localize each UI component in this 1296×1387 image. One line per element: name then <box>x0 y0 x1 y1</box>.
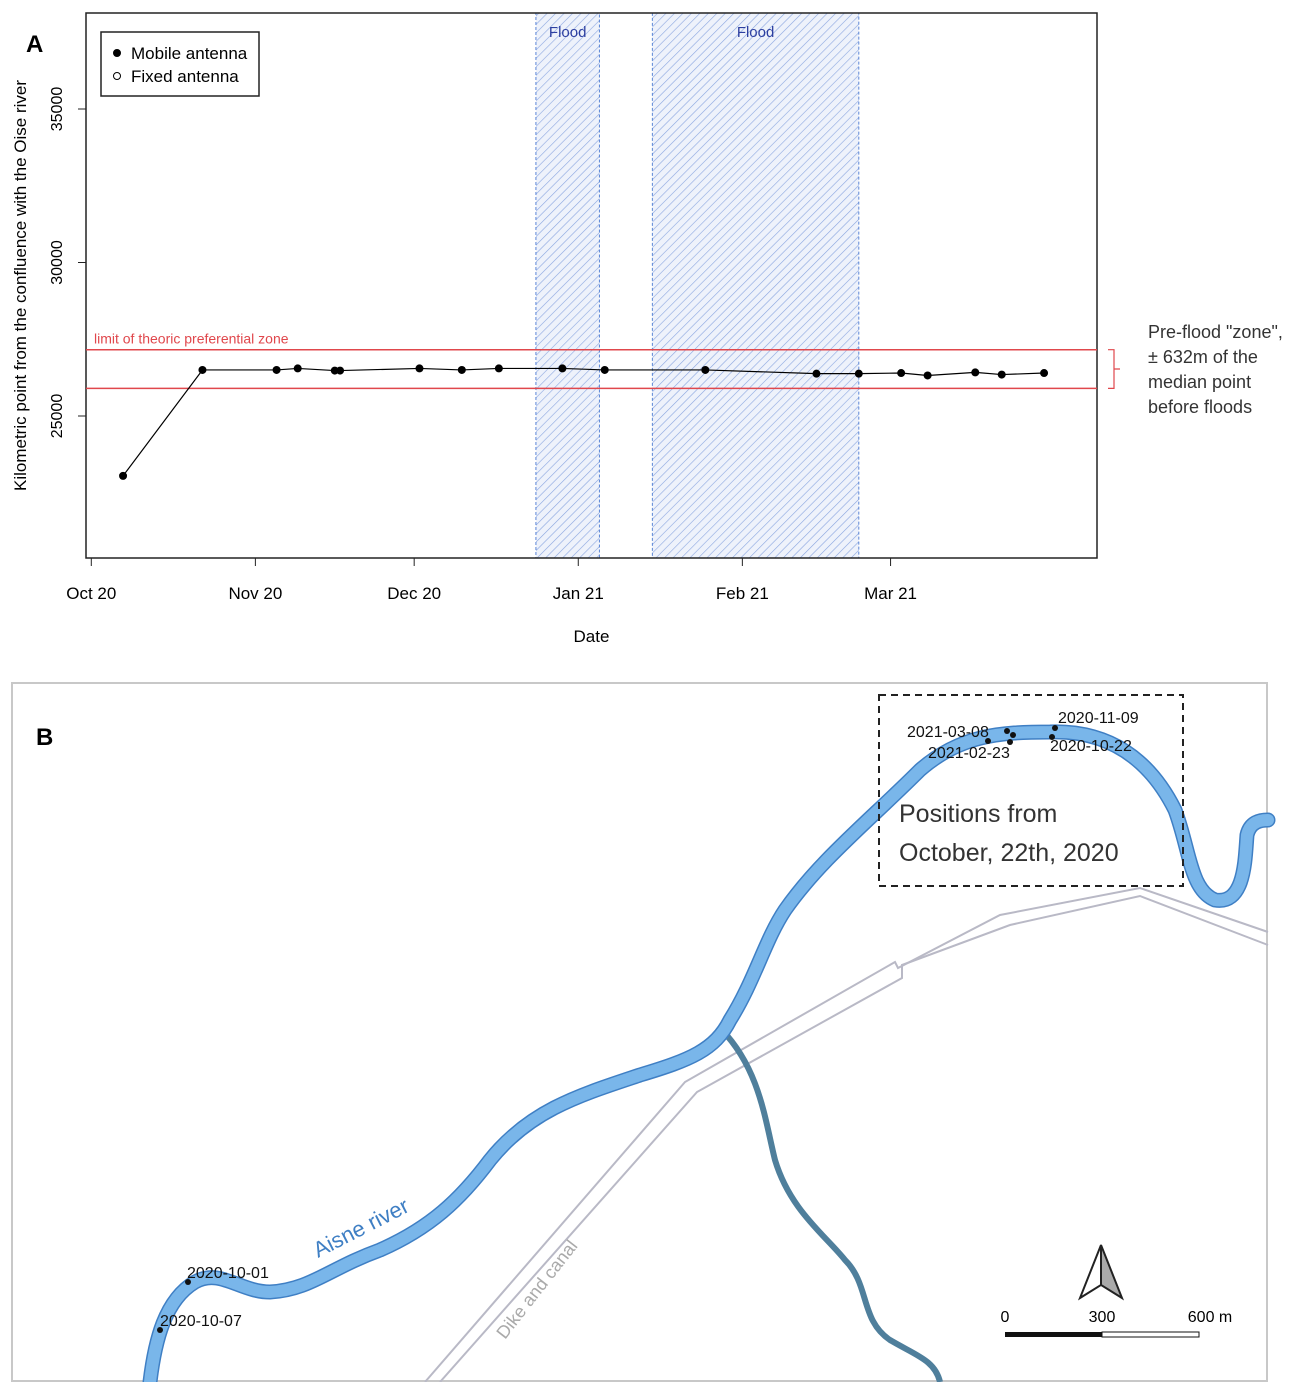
data-point <box>701 365 710 374</box>
plot-frame <box>85 12 1098 559</box>
flood-label: Flood <box>737 24 775 41</box>
scale-label: 600 m <box>1188 1309 1232 1326</box>
point-label: 2020-10-07 <box>160 1313 242 1330</box>
data-point <box>119 471 128 480</box>
x-axis-title: Date <box>574 627 610 646</box>
legend-label: Fixed antenna <box>131 67 239 86</box>
panel-label: B <box>36 724 53 751</box>
data-point <box>272 365 281 374</box>
data-point <box>293 364 302 373</box>
point-label: 2020-11-09 <box>1058 710 1139 727</box>
data-point <box>1040 369 1049 378</box>
scale-label: 300 <box>1089 1309 1116 1326</box>
data-point <box>923 371 932 380</box>
flood-band <box>535 12 600 559</box>
data-point <box>971 368 980 377</box>
x-tick-label: Nov 20 <box>228 584 282 603</box>
zone-note: Pre-flood "zone", <box>1148 322 1283 342</box>
data-point <box>812 369 821 378</box>
x-tick-label: Dec 20 <box>387 584 441 603</box>
zone-label: limit of theoric preferential zone <box>94 331 289 347</box>
point-label: 2020-10-01 <box>187 1265 269 1282</box>
position-points <box>157 725 1058 1333</box>
box-text: Positions from <box>899 800 1057 828</box>
scale-bar: 0 300 600 m <box>1001 1309 1232 1338</box>
x-tick-label: Mar 21 <box>864 584 917 603</box>
legend-label: Mobile antenna <box>131 44 248 63</box>
map-frame <box>11 682 1268 1382</box>
data-point <box>198 365 207 374</box>
panel-label: A <box>26 31 43 58</box>
y-axis-title: Kilometric point from the confluence wit… <box>11 80 30 491</box>
y-tick-label: 35000 <box>49 87 66 132</box>
x-tick-label: Oct 20 <box>66 584 116 603</box>
data-point <box>494 364 503 373</box>
y-tick-label: 25000 <box>49 394 66 439</box>
flood-label: Flood <box>549 24 587 41</box>
x-tick-label: Feb 21 <box>716 584 769 603</box>
data-point <box>558 364 567 373</box>
north-arrow <box>1077 1244 1125 1301</box>
box-text: October, 22th, 2020 <box>899 839 1119 867</box>
scale-label: 0 <box>1001 1309 1010 1326</box>
flood-band <box>651 12 860 559</box>
zone-note: median point <box>1148 372 1251 392</box>
point-label: 2020-10-22 <box>1050 738 1132 755</box>
data-point <box>415 364 424 373</box>
river <box>142 724 1276 1387</box>
zone-note: before floods <box>1148 397 1252 417</box>
y-tick-label: 30000 <box>49 240 66 285</box>
point-label: 2021-02-23 <box>928 745 1010 762</box>
zone-note: ± 632m of the <box>1148 347 1258 367</box>
data-point <box>600 365 609 374</box>
legend-box <box>100 31 260 97</box>
zone-bracket <box>1108 349 1120 389</box>
data-point <box>336 366 345 375</box>
data-point <box>897 369 906 378</box>
x-tick-label: Jan 21 <box>553 584 604 603</box>
data-point <box>854 369 863 378</box>
data-point <box>997 370 1006 379</box>
legend-marker <box>113 72 121 80</box>
legend-marker <box>113 49 121 57</box>
tributary <box>719 1027 943 1383</box>
positions-box <box>878 694 1184 887</box>
data-point <box>457 365 466 374</box>
point-label: 2021-03-08 <box>907 724 989 741</box>
chart-a: Flood Flood limit of theoric preferential … <box>11 12 1283 646</box>
map-b: B Positions from October, 22th, 2020 202… <box>11 682 1276 1387</box>
canal <box>424 886 1269 1383</box>
